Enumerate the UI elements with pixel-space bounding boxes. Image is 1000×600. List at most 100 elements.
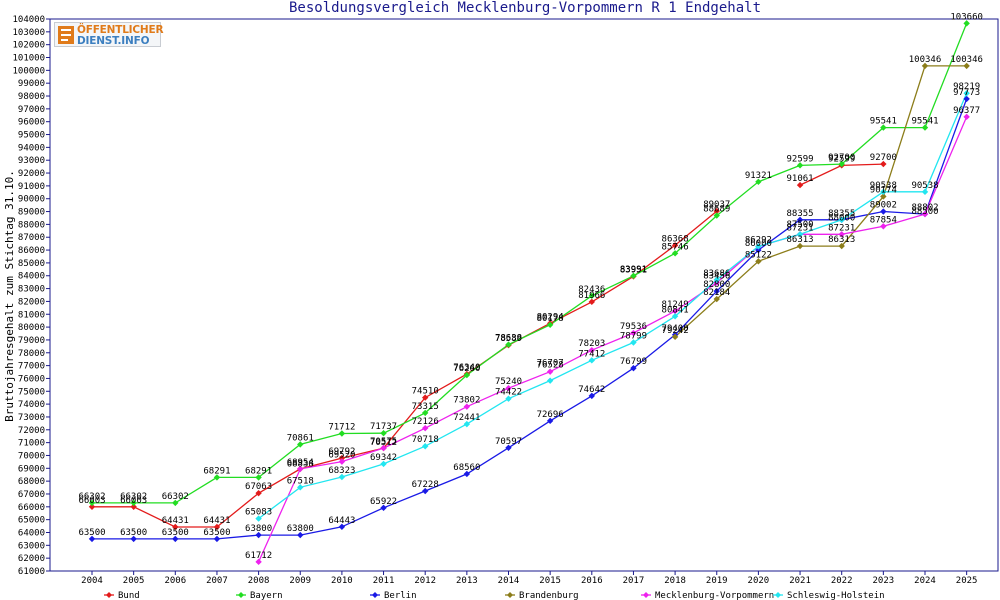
data-point-berlin — [380, 504, 387, 512]
y-tick-label: 89000 — [18, 208, 45, 218]
y-tick-label: 67000 — [18, 490, 45, 500]
y-tick-label: 84000 — [18, 272, 45, 282]
data-point-mecklenburg-vorpommern — [630, 329, 637, 337]
data-value-label: 96377 — [953, 106, 980, 116]
data-point-bayern — [755, 178, 762, 185]
data-point-brandenburg — [921, 62, 929, 70]
y-tick-label: 99000 — [18, 79, 45, 89]
data-point-mecklenburg-vorpommern — [297, 465, 304, 473]
y-tick-label: 66000 — [18, 503, 45, 513]
data-point-bund — [213, 523, 221, 531]
chart-title: Besoldungsvergleich Mecklenburg-Vorpomme… — [288, 0, 761, 16]
data-value-label: 72441 — [453, 413, 480, 423]
y-tick-label: 93000 — [18, 156, 45, 166]
data-value-label: 87231 — [787, 223, 814, 233]
data-point-schleswig-holstein — [546, 377, 554, 384]
data-value-label: 67063 — [245, 482, 272, 492]
data-value-label: 88355 — [828, 209, 855, 219]
data-point-berlin — [796, 216, 804, 224]
data-value-label: 61712 — [245, 551, 272, 561]
data-point-mecklenburg-vorpommern — [255, 558, 262, 566]
data-value-label: 83456 — [703, 272, 730, 282]
data-point-berlin — [213, 535, 221, 543]
data-value-label: 86368 — [662, 234, 689, 244]
data-point-brandenburg — [880, 193, 887, 200]
data-point-bayern — [671, 250, 679, 257]
y-tick-label: 61000 — [18, 567, 45, 577]
x-tick-label: 2025 — [956, 576, 978, 586]
y-tick-label: 90000 — [18, 195, 45, 205]
legend-marker-bayern — [238, 592, 244, 598]
y-tick-label: 85000 — [18, 259, 45, 269]
data-point-bayern — [963, 20, 970, 27]
data-point-berlin — [505, 444, 512, 452]
x-tick-label: 2007 — [206, 576, 228, 586]
y-tick-label: 81000 — [18, 310, 45, 320]
data-point-schleswig-holstein — [880, 188, 887, 196]
data-value-label: 70718 — [412, 435, 439, 445]
data-value-label: 68954 — [287, 458, 314, 468]
data-point-brandenburg — [755, 258, 762, 265]
legend-marker-bund — [106, 592, 112, 598]
data-value-label: 68838 — [287, 459, 314, 469]
legend: Bund Bayern Berlin Brandenburg Mecklenburg-V… — [104, 591, 885, 600]
x-tick-label: 2014 — [498, 576, 520, 586]
data-value-label: 68291 — [203, 466, 230, 476]
data-point-bund — [796, 181, 804, 189]
site-logo[interactable]: ÖFFENTLICHER DIENST.INFO — [54, 22, 164, 47]
data-value-label: 95541 — [911, 117, 938, 127]
data-point-schleswig-holstein — [630, 339, 637, 346]
data-value-label: 80294 — [537, 312, 564, 322]
legend-marker-mecklenburg-vorpommern — [643, 592, 649, 598]
logo-text-line1: ÖFFENTLICHER — [77, 24, 164, 36]
y-tick-label: 71000 — [18, 439, 45, 449]
y-tick-label: 94000 — [18, 143, 45, 153]
data-value-label: 81966 — [578, 291, 605, 301]
data-value-label: 85746 — [662, 242, 689, 252]
data-point-schleswig-holstein — [671, 313, 679, 320]
data-value-label: 86292 — [745, 235, 772, 245]
x-tick-label: 2006 — [164, 576, 186, 586]
data-point-mecklenburg-vorpommern — [671, 307, 679, 315]
y-tick-label: 78000 — [18, 349, 45, 359]
data-point-schleswig-holstein — [588, 357, 595, 364]
y-tick-label: 80000 — [18, 323, 45, 333]
data-value-label: 79242 — [662, 326, 689, 336]
x-tick-label: 2016 — [581, 576, 603, 586]
x-tick-label: 2022 — [831, 576, 853, 586]
data-value-label: 81249 — [662, 300, 689, 310]
data-value-label: 65922 — [370, 497, 397, 507]
data-point-bund — [880, 160, 887, 168]
data-point-schleswig-holstein — [297, 484, 304, 491]
y-tick-label: 75000 — [18, 387, 45, 397]
data-value-label: 92599 — [787, 154, 814, 164]
data-value-label: 74422 — [495, 388, 522, 398]
x-tick-label: 2008 — [248, 576, 270, 586]
data-point-bund — [172, 523, 179, 531]
data-value-label: 97773 — [953, 88, 980, 98]
data-point-schleswig-holstein — [838, 216, 845, 224]
data-value-label: 72696 — [537, 410, 564, 420]
data-value-label: 64443 — [328, 516, 355, 526]
data-point-mecklenburg-vorpommern — [963, 113, 970, 121]
x-tick-label: 2021 — [789, 576, 811, 586]
data-value-label: 76528 — [537, 361, 564, 371]
y-tick-label: 62000 — [18, 554, 45, 564]
y-tick-label: 82000 — [18, 297, 45, 307]
legend-marker-berlin — [372, 592, 378, 598]
series-line-bayern — [92, 23, 968, 504]
data-point-berlin — [297, 531, 304, 539]
legend-label-berlin: Berlin — [384, 591, 417, 600]
series-line-brandenburg — [674, 65, 967, 338]
data-value-label: 67518 — [287, 476, 314, 486]
y-tick-label: 103000 — [12, 28, 45, 38]
data-value-label: 89037 — [703, 200, 730, 210]
data-point-bayern — [880, 124, 887, 131]
x-tick-label: 2009 — [289, 576, 311, 586]
data-point-mecklenburg-vorpommern — [380, 444, 387, 452]
data-point-brandenburg — [671, 333, 679, 341]
data-value-label: 92700 — [870, 153, 897, 163]
legend-label-bayern: Bayern — [250, 591, 283, 600]
data-value-label: 66302 — [162, 492, 189, 502]
x-tick-label: 2015 — [539, 576, 561, 586]
